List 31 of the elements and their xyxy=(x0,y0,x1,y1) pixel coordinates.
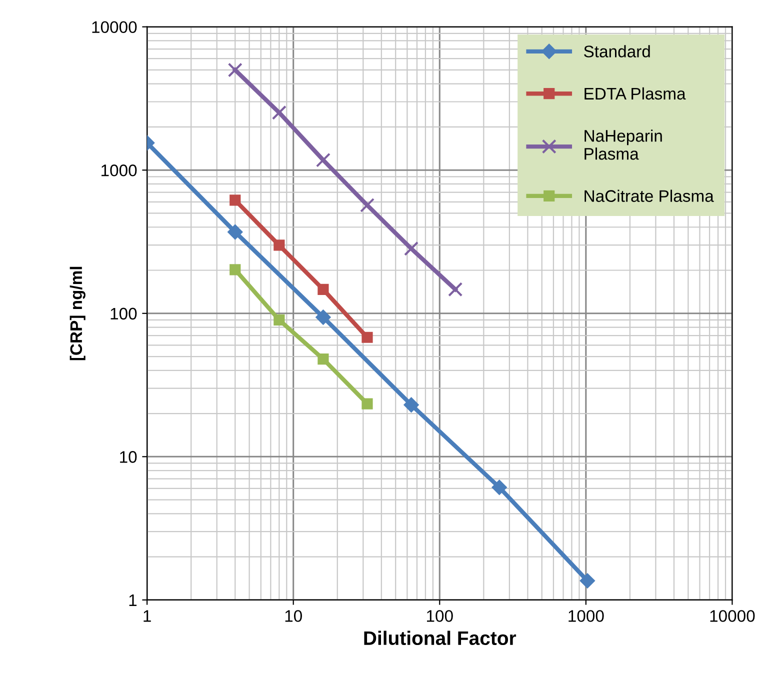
point xyxy=(316,310,331,325)
y-tick-label: 10 xyxy=(120,451,137,463)
point xyxy=(362,398,373,410)
legend-label: EDTA Plasma xyxy=(584,87,686,100)
point xyxy=(228,62,242,78)
point xyxy=(230,194,241,206)
point xyxy=(318,354,329,365)
point xyxy=(362,332,373,343)
y-tick-label: 1000 xyxy=(102,164,137,176)
legend-label: NaCitrate Plasma xyxy=(584,190,714,202)
x-tick-label: 1 xyxy=(144,610,151,622)
x-tick-label: 100 xyxy=(427,610,453,622)
point xyxy=(360,198,375,212)
x-axis-title: Dilutional Factor xyxy=(364,630,516,646)
point xyxy=(404,241,419,256)
point xyxy=(274,240,285,251)
point xyxy=(316,152,330,168)
x-tick-label: 1000 xyxy=(568,610,604,622)
point xyxy=(230,264,241,276)
point xyxy=(448,282,463,297)
x-tick-label: 10 xyxy=(285,610,302,622)
x-tick-label: 10000 xyxy=(710,610,755,622)
legend-label: Standard xyxy=(584,45,650,58)
legend-label: NaHeparin Plasma xyxy=(584,130,662,160)
point xyxy=(274,314,285,326)
y-tick-label: 100 xyxy=(110,308,137,320)
y-tick-label: 1 xyxy=(129,594,137,606)
point xyxy=(272,105,286,120)
y-axis-title: [CRP] ng/ml xyxy=(70,266,86,360)
point xyxy=(318,284,329,295)
y-tick-label: 10000 xyxy=(92,21,137,34)
